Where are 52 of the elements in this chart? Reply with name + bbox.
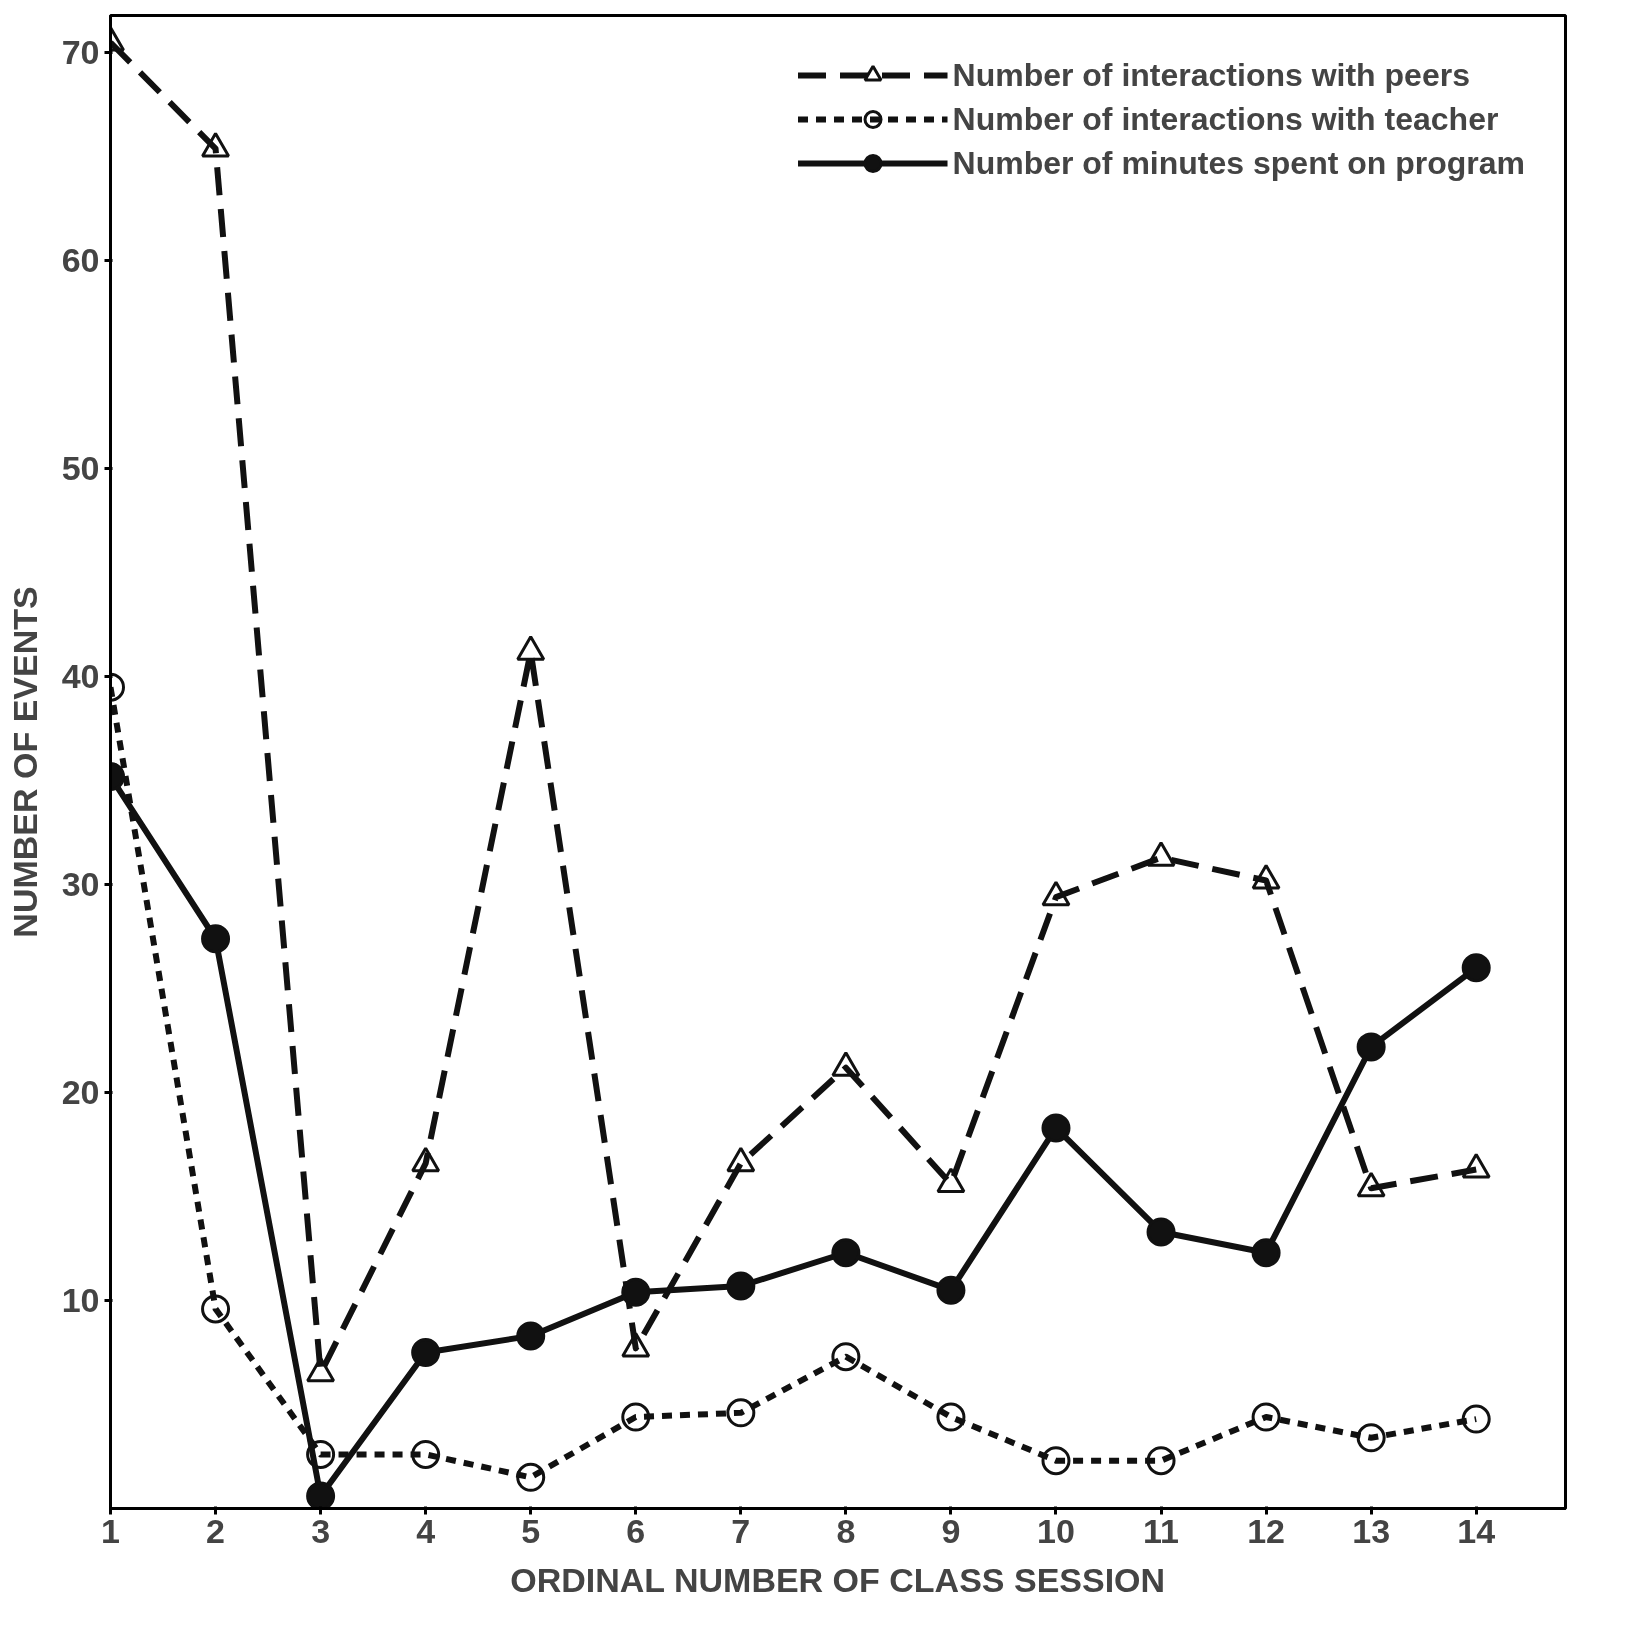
point	[831, 1238, 861, 1268]
legend-label: Number of interactions with teacher	[952, 100, 1499, 138]
x-axis-title: ORDINAL NUMBER OF CLASS SESSION	[510, 1560, 1166, 1599]
x-tick-label: 2	[206, 1511, 226, 1550]
legend-label: Number of minutes spent on program	[952, 144, 1525, 182]
point	[1461, 953, 1491, 983]
x-tick-label: 4	[416, 1511, 436, 1550]
point	[726, 1271, 756, 1301]
point	[201, 1294, 231, 1324]
point	[1041, 1113, 1071, 1143]
point	[1251, 1238, 1281, 1268]
y-tick-label: 50	[61, 449, 100, 488]
x-tick-label: 14	[1457, 1511, 1496, 1550]
y-tick-label: 70	[61, 33, 100, 72]
point	[936, 1402, 966, 1432]
y-tick-label: 60	[61, 241, 100, 280]
x-tick-label: 7	[731, 1511, 751, 1550]
x-tick-label: 12	[1247, 1511, 1286, 1550]
y-tick-label: 40	[61, 657, 100, 696]
x-tick-label: 11	[1143, 1511, 1180, 1550]
point	[936, 1275, 966, 1305]
point	[621, 1402, 651, 1432]
point	[516, 1462, 546, 1492]
x-tick-label: 8	[836, 1511, 856, 1550]
point	[1146, 1217, 1176, 1247]
point	[1251, 1402, 1281, 1432]
point	[306, 1439, 336, 1469]
point	[1356, 1423, 1386, 1453]
point	[516, 1321, 546, 1351]
point	[726, 1398, 756, 1428]
point	[411, 1439, 441, 1469]
x-tick-label: 3	[311, 1511, 331, 1550]
legend-label: Number of interactions with peers	[952, 56, 1470, 94]
x-tick-label: 13	[1352, 1511, 1391, 1550]
point	[1146, 1446, 1176, 1476]
x-tick-label: 10	[1037, 1511, 1075, 1550]
x-tick-label: 6	[626, 1511, 646, 1550]
point	[621, 1277, 651, 1307]
y-tick-label: 20	[61, 1073, 100, 1112]
y-axis-title: NUMBER OF EVENTS	[5, 586, 44, 938]
y-tick-label: 10	[61, 1281, 100, 1320]
point	[306, 1481, 336, 1509]
point	[201, 924, 231, 954]
y-tick-label: 30	[61, 865, 100, 904]
point	[1461, 1404, 1491, 1434]
x-tick-label: 9	[941, 1511, 961, 1550]
point	[1041, 1446, 1071, 1476]
x-tick-label: 5	[521, 1511, 541, 1550]
point	[831, 1342, 861, 1372]
point	[411, 1338, 441, 1368]
point	[1356, 1032, 1386, 1062]
x-tick-label: 1	[101, 1511, 120, 1550]
